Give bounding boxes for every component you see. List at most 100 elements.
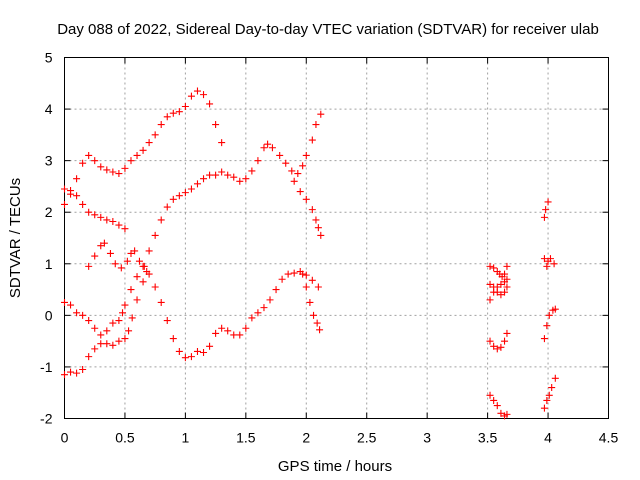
- data-point: [486, 337, 494, 345]
- data-point: [79, 200, 87, 208]
- data-point: [139, 278, 147, 286]
- series-arc-11: [486, 329, 511, 353]
- data-point: [200, 91, 208, 99]
- data-point: [212, 121, 220, 129]
- data-point: [497, 343, 505, 351]
- x-tick-label: 0.5: [115, 430, 135, 446]
- data-point: [131, 247, 139, 255]
- data-point: [212, 171, 220, 179]
- data-point: [115, 221, 123, 229]
- data-point: [163, 317, 171, 325]
- data-point: [67, 301, 75, 309]
- data-point: [503, 283, 511, 291]
- series-arc-16: [540, 374, 559, 412]
- data-point: [151, 131, 159, 139]
- data-point: [503, 410, 511, 418]
- data-point: [497, 409, 505, 417]
- data-point: [501, 288, 509, 296]
- data-point: [85, 151, 93, 159]
- data-point: [109, 168, 117, 176]
- data-point: [317, 110, 325, 118]
- data-point: [316, 326, 324, 334]
- data-point: [121, 335, 129, 343]
- data-point: [218, 324, 226, 332]
- data-point: [545, 311, 553, 319]
- data-point: [236, 177, 244, 185]
- data-point: [79, 311, 87, 319]
- data-point: [151, 283, 159, 291]
- y-axis-label: SDTVAR / TECUs: [7, 178, 24, 298]
- data-point: [200, 348, 208, 356]
- data-point: [109, 217, 117, 225]
- series-arc-1: [61, 87, 226, 208]
- data-point: [290, 177, 298, 185]
- y-tick-label: 3: [45, 153, 53, 169]
- data-point: [97, 242, 105, 250]
- data-point: [490, 264, 498, 272]
- data-point: [67, 368, 75, 376]
- data-point: [314, 224, 322, 232]
- data-point: [308, 136, 316, 144]
- data-point: [109, 319, 117, 327]
- data-point: [540, 213, 548, 221]
- y-tick-label: 0: [45, 307, 53, 323]
- data-point: [169, 195, 177, 203]
- data-point: [135, 257, 143, 265]
- data-point: [85, 317, 93, 325]
- data-point: [106, 249, 114, 257]
- data-point: [543, 322, 551, 330]
- data-point: [73, 192, 81, 200]
- data-point: [299, 162, 307, 170]
- data-point: [540, 404, 548, 412]
- axis-ticks: 0 0.5 1 1.5 2 2.5 3 3.5 4 4.5 -2 -1 0 1 2 3 4 5: [40, 50, 618, 446]
- data-point: [299, 270, 307, 278]
- data-point: [490, 396, 498, 404]
- data-point: [145, 139, 153, 147]
- data-point: [109, 341, 117, 349]
- x-tick-label: 1: [181, 430, 189, 446]
- data-point: [169, 109, 177, 117]
- series-arc-5: [61, 268, 151, 379]
- series-arc-2: [61, 185, 129, 233]
- data-point: [308, 206, 316, 214]
- data-point: [73, 309, 81, 317]
- data-point: [67, 187, 75, 195]
- data-point: [91, 252, 99, 260]
- data-point: [542, 206, 550, 214]
- data-point: [302, 151, 310, 159]
- data-point: [187, 92, 195, 100]
- data-point: [501, 337, 509, 345]
- series-arc-8: [486, 262, 511, 281]
- data-point: [550, 260, 558, 268]
- y-tick-label: -2: [40, 411, 53, 427]
- x-tick-label: 4: [544, 430, 552, 446]
- data-point: [128, 314, 136, 322]
- data-point: [127, 249, 135, 257]
- data-point: [254, 157, 262, 165]
- data-point: [151, 231, 159, 239]
- data-point: [503, 329, 511, 337]
- data-point: [236, 331, 244, 339]
- data-point: [248, 314, 256, 322]
- data-point: [193, 347, 201, 355]
- data-point: [61, 185, 68, 193]
- data-point: [115, 170, 123, 178]
- data-point: [127, 157, 135, 165]
- x-tick-label: 3.5: [478, 430, 498, 446]
- data-point: [503, 275, 511, 283]
- data-point: [97, 331, 105, 339]
- data-point: [540, 335, 548, 343]
- data-point: [302, 271, 310, 279]
- data-point: [254, 309, 262, 317]
- data-point: [288, 167, 296, 175]
- data-point: [540, 255, 548, 263]
- data-point: [296, 188, 304, 196]
- data-point: [103, 216, 111, 224]
- plot-frame: [64, 57, 609, 419]
- data-point: [187, 185, 195, 193]
- data-point: [294, 170, 302, 178]
- data-point: [242, 175, 250, 183]
- data-point: [175, 192, 183, 200]
- data-point: [103, 327, 111, 335]
- data-point: [486, 296, 494, 304]
